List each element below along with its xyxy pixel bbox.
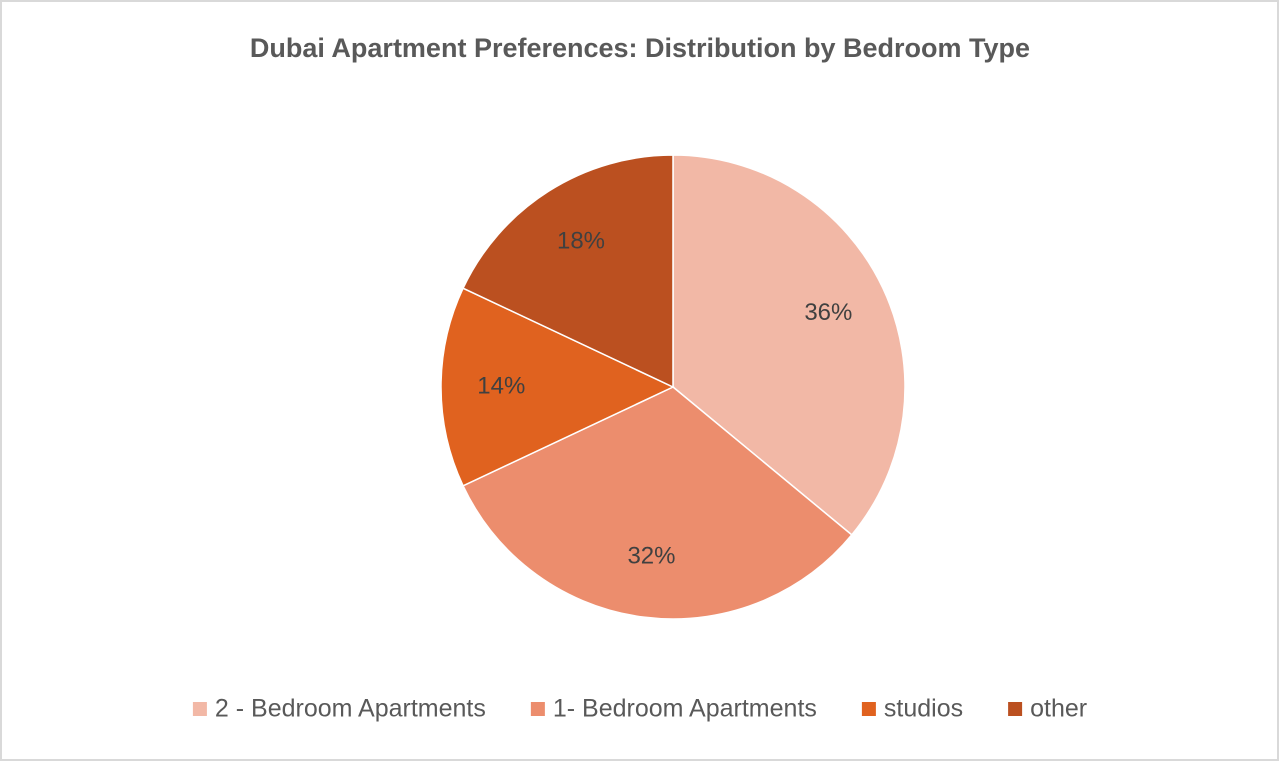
pie-slice [672,154,906,536]
legend-swatch [861,702,876,716]
legend-label: other [1030,695,1087,723]
legend-swatch [1008,702,1023,716]
legend-swatch [530,702,545,716]
data-label: 36% [804,299,852,326]
data-label: 32% [627,543,675,570]
legend-swatch [192,702,207,716]
chart-title: Dubai Apartment Preferences: Distributio… [250,33,1030,63]
pie-slice [462,154,674,389]
legend-label: 1- Bedroom Apartments [553,695,817,723]
pie-slice [462,386,853,620]
pie-slice [440,287,675,487]
data-label: 18% [557,227,605,254]
data-label: 14% [477,372,525,399]
legend-label: 2 - Bedroom Apartments [215,695,486,723]
legend-label: studios [884,695,963,723]
